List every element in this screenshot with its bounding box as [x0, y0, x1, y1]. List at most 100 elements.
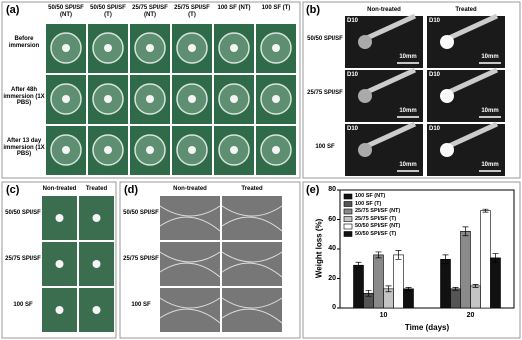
sample-disk	[104, 146, 112, 154]
scale-label: 10mm	[481, 54, 499, 60]
legend-label: 25/75 SPI/SF (NT)	[355, 208, 401, 214]
y-tick-label: 20	[328, 274, 336, 282]
panel-frame	[1, 1, 301, 179]
scale-label: 10mm	[481, 162, 499, 168]
droplet	[358, 89, 372, 103]
row-label: 100 SF	[315, 144, 335, 150]
needle	[447, 13, 499, 41]
sample-disk	[104, 44, 112, 52]
sample-photo	[222, 288, 282, 332]
sample-disk	[92, 306, 101, 314]
error-bar	[482, 208, 489, 213]
sample-disk	[272, 146, 280, 154]
droplet	[358, 143, 372, 157]
droplet	[440, 143, 454, 157]
legend-swatch	[343, 216, 353, 222]
bar	[353, 264, 364, 309]
panel-label: (c)	[6, 184, 20, 196]
error-bar	[405, 287, 412, 291]
needle	[365, 13, 417, 41]
panel-frame	[119, 181, 301, 339]
sample-photo	[222, 242, 282, 286]
legend-label: 25/75 SPI/SF (T)	[355, 215, 397, 222]
sample-disk	[272, 44, 280, 52]
sample-disk	[104, 95, 112, 103]
error-bar	[355, 261, 362, 269]
panel-frame	[302, 1, 521, 179]
needle	[365, 121, 417, 149]
error-bar	[462, 226, 469, 237]
needle	[365, 67, 417, 95]
y-tick-label: 60	[328, 215, 336, 223]
row-label: After 48h immersion (1X PBS)	[3, 87, 45, 107]
legend-label: 50/50 SPI/SF (T)	[355, 230, 397, 237]
bar	[450, 288, 461, 309]
plot-frame	[339, 189, 515, 309]
column-header: 50/50 SPI/SF (NT)	[48, 5, 84, 18]
row-label: 25/75 SPI/SF	[307, 90, 343, 96]
sample-disk	[230, 44, 238, 52]
sample-disk	[188, 44, 196, 52]
row-label: 50/50 SPI/SF	[5, 210, 41, 216]
panel-label: (a)	[6, 4, 20, 16]
row-label: After 13 day immersion (1X PBS)	[3, 138, 45, 158]
error-bar	[472, 284, 479, 288]
column-header: 25/75 SPI/SF (NT)	[132, 5, 168, 18]
sample-disk	[92, 214, 101, 222]
magnification-label: D10	[429, 18, 441, 24]
droplet	[440, 35, 454, 49]
scale-label: 10mm	[481, 108, 499, 114]
legend-label: 100 SF (NT)	[355, 193, 386, 199]
legend-swatch	[343, 231, 353, 237]
legend-swatch	[343, 201, 353, 207]
fiber-texture	[159, 251, 221, 278]
fiber-texture	[221, 297, 283, 324]
sample-photo	[160, 196, 220, 240]
legend-label: 50/50 SPI/SF (NT)	[355, 223, 401, 229]
column-header: Treated	[85, 186, 108, 192]
bar	[440, 259, 451, 309]
fiber-texture	[221, 251, 283, 278]
column-header: Treated	[455, 7, 477, 13]
panel-frame	[302, 181, 521, 339]
bar	[373, 254, 384, 309]
error-bar	[395, 250, 402, 260]
fiber-texture	[159, 297, 221, 324]
error-bar	[492, 253, 499, 263]
y-tick-label: 40	[328, 245, 336, 252]
magnification-label: D10	[429, 126, 441, 132]
legend-swatch	[343, 193, 353, 200]
sample-disk	[62, 44, 70, 52]
bar	[480, 210, 491, 309]
sample-disk	[272, 95, 280, 103]
y-tick-label: 80	[328, 186, 336, 193]
column-header: Non-treated	[173, 186, 207, 192]
fiber-texture	[159, 205, 221, 232]
sample-disk	[62, 146, 70, 154]
column-header: 50/50 SPI/SF (T)	[90, 5, 126, 18]
needle	[447, 67, 499, 95]
sample-disk	[55, 214, 64, 222]
sample-disk	[62, 95, 70, 103]
panel-frame	[1, 181, 117, 339]
column-header: 100 SF (NT)	[217, 5, 251, 11]
sample-disk	[55, 260, 64, 268]
row-label: 50/50 SPI/SF	[123, 210, 159, 216]
sample-photo	[160, 288, 220, 332]
row-label: 100 SF	[131, 302, 151, 308]
bar	[403, 288, 414, 309]
column-header: Non-treated	[367, 7, 401, 13]
droplet	[440, 89, 454, 103]
x-axis-title: Time (days)	[404, 323, 450, 332]
x-tick-label: 10	[379, 312, 388, 319]
bar	[460, 231, 471, 309]
magnification-label: D10	[347, 126, 359, 132]
bar	[470, 285, 481, 309]
error-bar	[375, 251, 382, 259]
legend-swatch	[343, 223, 353, 230]
sample-disk	[230, 95, 238, 103]
fiber-texture	[221, 205, 283, 232]
magnification-label: D10	[429, 72, 441, 78]
